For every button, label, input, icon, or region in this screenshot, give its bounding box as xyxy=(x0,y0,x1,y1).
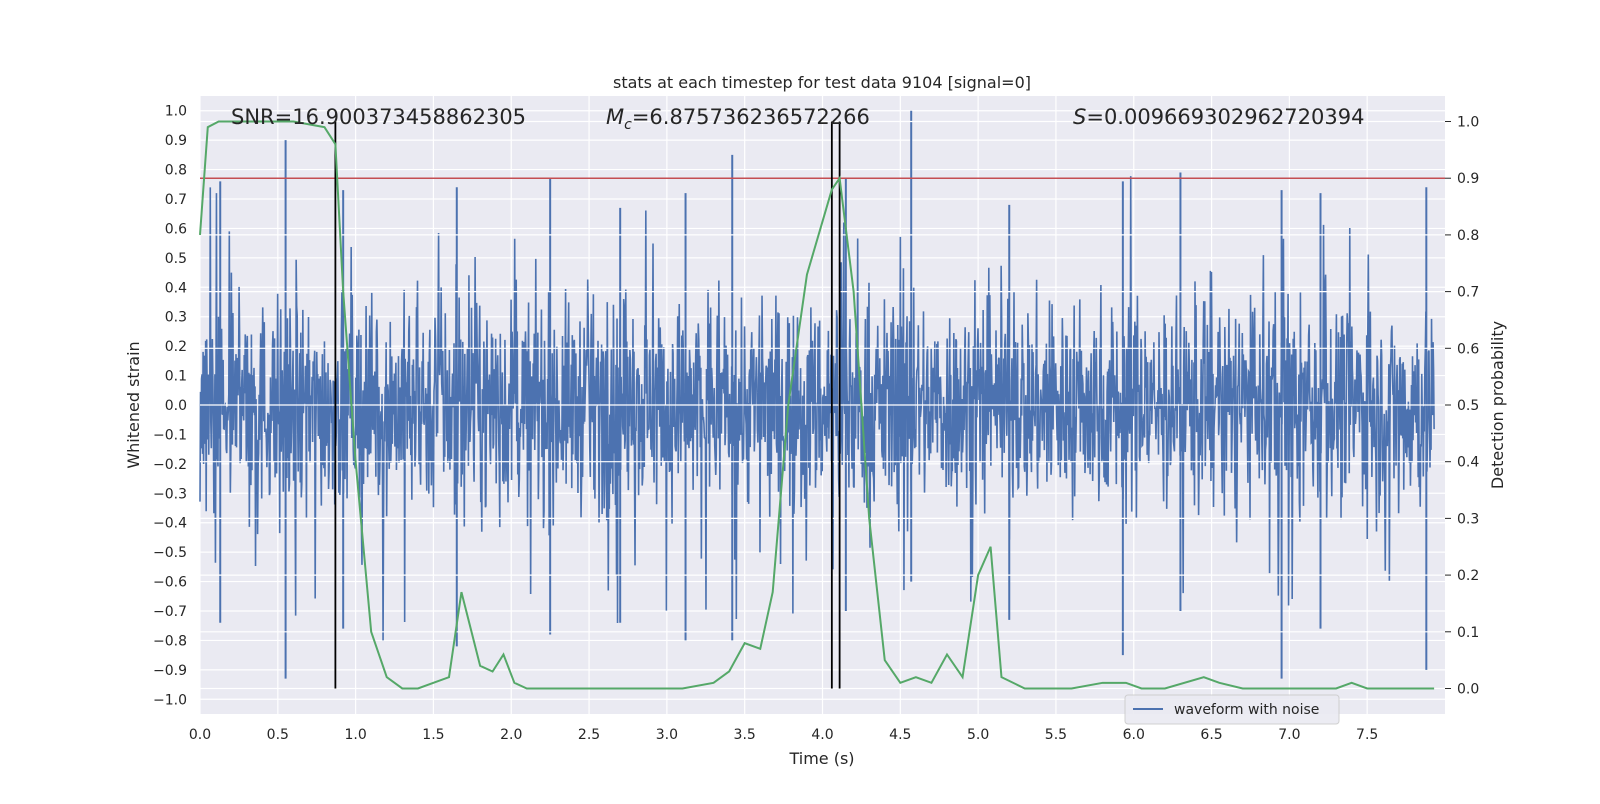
y-tick-label-right: 0.4 xyxy=(1457,455,1479,471)
x-tick-label: 4.0 xyxy=(811,727,833,743)
ticks: 0.0 0.5 1.0 1.5 2.0 2.5 3.0 3.5 4.0 4.5 5.0 5.5 6.0 6… xyxy=(153,104,1479,743)
legend: waveform with noise xyxy=(1124,694,1340,725)
x-tick-label: 5.0 xyxy=(967,727,989,743)
y-tick-label-left: 0.3 xyxy=(165,310,187,326)
x-tick-label: 6.5 xyxy=(1200,727,1222,743)
x-tick-label: 0.0 xyxy=(189,727,211,743)
y-tick-label-left: 0.4 xyxy=(165,280,187,296)
strain-line xyxy=(199,176,1435,641)
x-axis-label: Time (s) xyxy=(788,749,854,768)
y-tick-label-right: 0.2 xyxy=(1457,568,1479,584)
y-tick-label-left: −0.4 xyxy=(153,516,187,532)
x-tick-label: 3.0 xyxy=(656,727,678,743)
legend-label: waveform with noise xyxy=(1174,702,1319,718)
x-tick-label: 7.0 xyxy=(1278,727,1300,743)
y-tick-label-left: −0.5 xyxy=(153,545,187,561)
y-tick-label-left: 1.0 xyxy=(165,104,187,120)
strain-layer xyxy=(199,110,1435,679)
mc-annotation: Mc=6.875736236572266 xyxy=(606,105,870,133)
mc-value: =6.875736236572266 xyxy=(632,105,870,129)
y-tick-label-left: −0.8 xyxy=(153,633,187,649)
y-tick-label-right: 0.6 xyxy=(1457,341,1479,357)
x-tick-label: 5.5 xyxy=(1045,727,1067,743)
snr-annotation: SNR=16.900373458862305 xyxy=(231,105,526,129)
x-tick-label: 1.0 xyxy=(344,727,366,743)
y-tick-label-left: −0.6 xyxy=(153,575,187,591)
y-tick-label-left: −0.1 xyxy=(153,427,187,443)
y-tick-label-left: 0.1 xyxy=(165,369,187,385)
s-value: =0.009669302962720394 xyxy=(1086,105,1364,129)
y-tick-label-left: 0.0 xyxy=(165,398,187,414)
y-tick-label-right: 0.3 xyxy=(1457,511,1479,527)
overlay-layer xyxy=(199,120,1445,690)
y-tick-label-right: 0.1 xyxy=(1457,625,1479,641)
x-tick-label: 2.0 xyxy=(500,727,522,743)
y-tick-label-right: 0.8 xyxy=(1457,228,1479,244)
chart-title: stats at each timestep for test data 910… xyxy=(613,73,1031,92)
y-tick-label-right: 0.5 xyxy=(1457,398,1479,414)
y-tick-label-left: −0.9 xyxy=(153,663,187,679)
y-axis-label-left: Whitened strain xyxy=(124,341,143,468)
y-tick-label-left: 0.5 xyxy=(165,251,187,267)
y-tick-label-right: 0.7 xyxy=(1457,285,1479,301)
y-tick-label-left: 0.8 xyxy=(165,163,187,179)
y-tick-label-right: 0.9 xyxy=(1457,171,1479,187)
x-tick-label: 1.5 xyxy=(422,727,444,743)
y-tick-label-right: 1.0 xyxy=(1457,115,1479,131)
y-axis-label-right: Detection probability xyxy=(1488,321,1507,489)
detection-probability-line xyxy=(199,120,1435,690)
y-tick-label-left: 0.6 xyxy=(165,221,187,237)
y-tick-label-left: 0.9 xyxy=(165,133,187,149)
y-tick-label-right: 0.0 xyxy=(1457,681,1479,697)
x-tick-label: 2.5 xyxy=(578,727,600,743)
s-annotation: S=0.009669302962720394 xyxy=(1073,105,1364,129)
y-tick-label-left: −0.2 xyxy=(153,457,187,473)
y-tick-label-left: −0.3 xyxy=(153,486,187,502)
x-tick-label: 7.5 xyxy=(1356,727,1378,743)
legend-box xyxy=(1124,694,1340,725)
y-tick-label-left: −0.7 xyxy=(153,604,187,620)
x-tick-label: 3.5 xyxy=(734,727,756,743)
y-tick-label-left: 0.2 xyxy=(165,339,187,355)
x-tick-label: 6.0 xyxy=(1123,727,1145,743)
y-tick-label-left: −1.0 xyxy=(153,692,187,708)
x-tick-label: 0.5 xyxy=(267,727,289,743)
y-tick-label-left: 0.7 xyxy=(165,192,187,208)
x-tick-label: 4.5 xyxy=(889,727,911,743)
